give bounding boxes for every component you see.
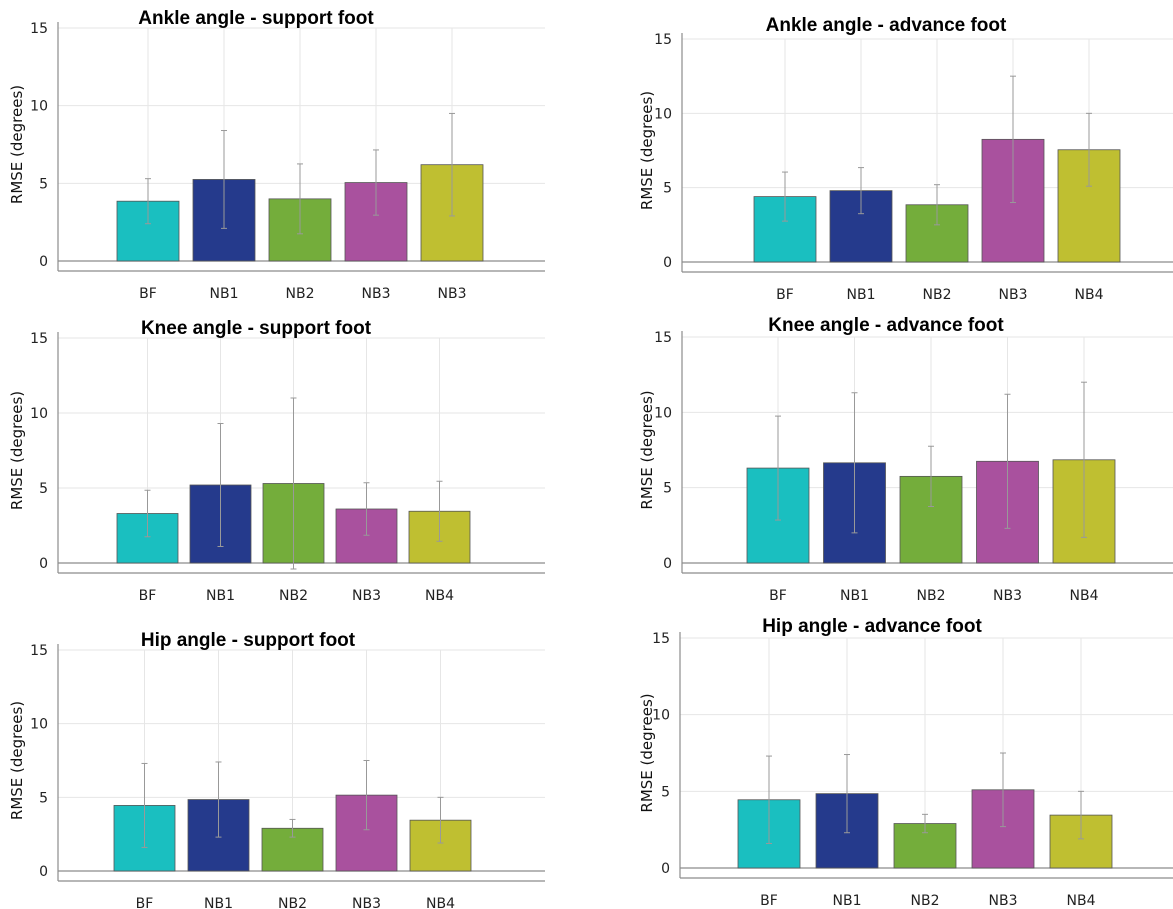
x-tick-label: NB1 [204, 896, 233, 909]
chart-knee-support: 0 5 10 15 RMSE (degrees) Knee angle - support… [0, 312, 550, 617]
y-tick-label: 15 [30, 331, 48, 347]
x-tick-label: NB2 [278, 896, 307, 909]
y-tick-label: 5 [39, 176, 48, 192]
y-tick-label: 10 [654, 106, 672, 122]
y-axis-label: RMSE (degrees) [638, 390, 656, 509]
bar-nb3 [344, 182, 408, 262]
y-tick-label: 10 [30, 406, 48, 422]
x-tick-label: NB4 [1070, 588, 1099, 604]
chart-title: Knee angle - advance foot [768, 315, 1004, 336]
y-tick-label: 0 [39, 254, 48, 270]
x-tick-label: NB3 [362, 286, 391, 302]
y-tick-label: 0 [663, 255, 672, 271]
x-tick-label: NB4 [426, 896, 455, 909]
y-axis-label: RMSE (degrees) [8, 701, 26, 820]
y-axis-label: RMSE (degrees) [8, 391, 26, 510]
x-tick-label: NB1 [210, 286, 239, 302]
x-tick-label: BF [769, 588, 787, 604]
x-tick-label: NB1 [840, 588, 869, 604]
x-tick-label: NB3 [999, 287, 1028, 303]
x-tick-label: NB4 [1067, 893, 1096, 909]
y-tick-label: 5 [39, 481, 48, 497]
chart-title: Hip angle - advance foot [762, 616, 982, 637]
x-tick-label: BF [139, 588, 157, 604]
x-tick-label: BF [136, 896, 154, 909]
chart-hip-advance: 0 5 10 15 RMSE (degrees) Hip angle - advance … [630, 614, 1173, 909]
y-tick-label: 5 [39, 790, 48, 806]
x-tick-label: NB1 [847, 287, 876, 303]
chart-svg: 0 5 10 15 RMSE (degrees) Ankle angle - suppor… [8, 8, 545, 302]
y-tick-label: 0 [39, 556, 48, 572]
x-tick-label: NB2 [286, 286, 315, 302]
y-tick-label: 5 [661, 784, 670, 800]
x-tick-label: NB3 [352, 896, 381, 909]
y-tick-label: 0 [663, 556, 672, 572]
chart-title: Knee angle - support foot [141, 318, 372, 339]
chart-svg: 0 5 10 15 RMSE (degrees) Knee angle - support… [8, 318, 545, 604]
chart-svg: 0 5 10 15 RMSE (degrees) Ankle angle - advanc… [638, 15, 1173, 303]
y-tick-label: 10 [30, 717, 48, 733]
y-tick-label: 15 [654, 32, 672, 48]
x-tick-label: NB3 [989, 893, 1018, 909]
x-tick-label: NB3 [438, 286, 467, 302]
chart-svg: 0 5 10 15 RMSE (degrees) Hip angle - support … [8, 630, 545, 909]
x-tick-label: NB1 [206, 588, 235, 604]
y-tick-label: 15 [30, 643, 48, 659]
y-tick-label: 15 [654, 330, 672, 346]
chart-title: Ankle angle - advance foot [766, 15, 1007, 36]
y-tick-label: 5 [663, 181, 672, 197]
chart-svg: 0 5 10 15 RMSE (degrees) Knee angle - advance… [638, 315, 1173, 604]
x-tick-label: BF [139, 286, 157, 302]
chart-ankle-advance: 0 5 10 15 RMSE (degrees) Ankle angle - advanc… [630, 8, 1173, 308]
chart-svg: 0 5 10 15 RMSE (degrees) Hip angle - advance … [638, 616, 1173, 909]
bar-bf [113, 805, 176, 872]
chart-knee-advance: 0 5 10 15 RMSE (degrees) Knee angle - advance… [630, 312, 1173, 617]
x-tick-label: BF [760, 893, 778, 909]
y-tick-label: 15 [652, 631, 670, 647]
chart-ankle-support: 0 5 10 15 RMSE (degrees) Ankle angle - suppor… [0, 0, 550, 305]
y-tick-label: 5 [663, 481, 672, 497]
y-tick-label: 10 [654, 405, 672, 421]
x-tick-label: NB1 [833, 893, 862, 909]
x-tick-label: NB4 [425, 588, 454, 604]
y-tick-label: 15 [30, 21, 48, 37]
x-tick-label: NB3 [352, 588, 381, 604]
x-tick-label: NB2 [279, 588, 308, 604]
y-axis-label: RMSE (degrees) [8, 85, 26, 204]
y-axis-label: RMSE (degrees) [638, 693, 656, 812]
y-tick-label: 0 [39, 864, 48, 880]
y-tick-label: 0 [661, 861, 670, 877]
x-tick-label: BF [776, 287, 794, 303]
x-tick-label: NB2 [923, 287, 952, 303]
x-tick-label: NB3 [993, 588, 1022, 604]
chart-title: Hip angle - support foot [141, 630, 356, 651]
x-tick-label: NB2 [917, 588, 946, 604]
chart-hip-support: 0 5 10 15 RMSE (degrees) Hip angle - support … [0, 625, 550, 909]
y-axis-label: RMSE (degrees) [638, 91, 656, 210]
y-tick-label: 10 [652, 708, 670, 724]
chart-title: Ankle angle - support foot [138, 8, 374, 29]
y-tick-label: 10 [30, 99, 48, 115]
x-tick-label: NB2 [911, 893, 940, 909]
x-tick-label: NB4 [1075, 287, 1104, 303]
